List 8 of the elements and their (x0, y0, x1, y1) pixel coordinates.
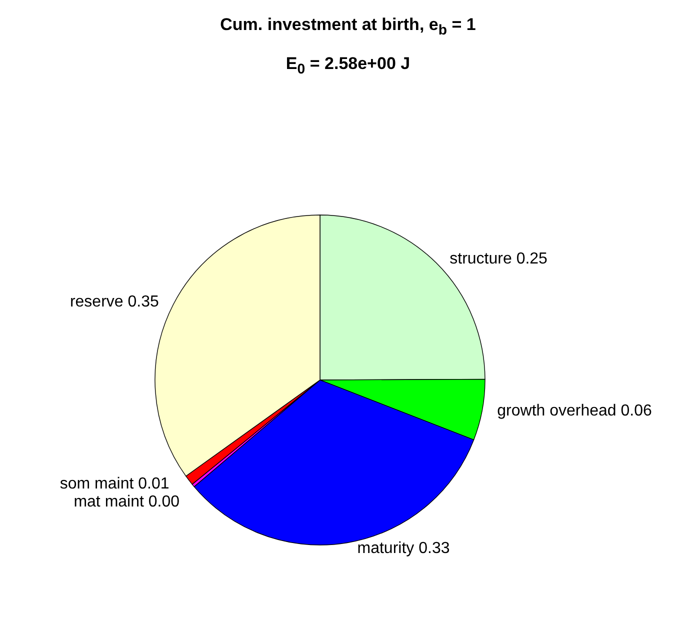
slice-label: structure 0.25 (450, 250, 548, 268)
chart-title: Cum. investment at birth, e$_{b}$ = 1 (219, 14, 477, 40)
slice-label: reserve 0.35 (70, 293, 159, 310)
slice-label: mat maint 0.00 (74, 493, 180, 510)
slice-label: growth overhead 0.06 (497, 402, 652, 420)
chart-subtitle: E$_{0}$ = 2.58e+00 J (284, 53, 412, 80)
slice-label: som maint 0.01 (60, 475, 170, 492)
slice-label: maturity 0.33 (357, 540, 450, 558)
